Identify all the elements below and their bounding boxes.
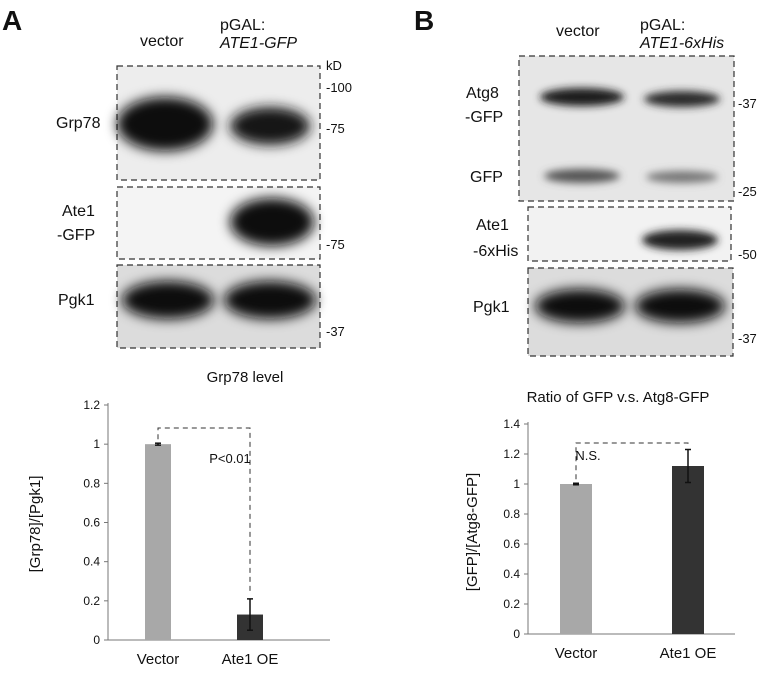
blot-a-grp78-marker-1: -100	[326, 80, 352, 95]
blot-a-grp78: Grp78 -100 -75	[56, 65, 352, 181]
blot-b-ate1-marker-1: -50	[738, 247, 757, 262]
blot-b-pgk1-band-ate1	[635, 289, 725, 323]
blot-a-grp78-label: Grp78	[56, 115, 101, 132]
chart-grp78-level: Grp78 level [Grp78]/[Pgk1] 0 0.2 0.4 0.6 0.8 1 1…	[27, 369, 330, 668]
chart-title: Grp78 level	[207, 369, 284, 386]
blot-a-pgk1-marker-1: -37	[326, 324, 345, 339]
blot-b-ate1-band-ate1	[642, 230, 718, 250]
blot-b-atg8-marker-2: -25	[738, 184, 757, 199]
panel-b-col-pgal: pGAL:	[640, 17, 685, 34]
blot-a-ate1-marker-1: -75	[326, 237, 345, 252]
y-tick-label: 0.8	[83, 476, 100, 490]
blot-a-ate1-label-2: -GFP	[57, 227, 95, 244]
y-tick-label: 1.4	[503, 417, 520, 431]
blot-b-ate1: Ate1 -6xHis -50	[473, 206, 757, 262]
y-tick-label: 0	[513, 627, 520, 641]
y-tick-label: 0	[93, 633, 100, 647]
panel-b: B vector pGAL: ATE1-6xHis Atg8 -GFP GFP …	[414, 5, 757, 357]
y-tick-label: 0.2	[83, 594, 100, 608]
panel-b-col-construct: ATE1-6xHis	[639, 35, 724, 52]
x-tick-label: Vector	[137, 651, 180, 668]
significance-label: P<0.01	[209, 451, 251, 466]
blot-a-ate1: Ate1 -GFP -75	[57, 186, 345, 260]
significance-label: N.S.	[575, 448, 600, 463]
y-tick-label: 1.2	[503, 447, 520, 461]
panel-a-letter: A	[2, 5, 22, 36]
bar-vector	[145, 444, 171, 640]
blot-b-atg8-marker-1: -37	[738, 96, 757, 111]
blot-b-pgk1-marker-1: -37	[738, 331, 757, 346]
panel-b-col-vector: vector	[556, 23, 600, 40]
blot-b-atg8-band-vector	[540, 88, 624, 106]
bar-vector	[560, 484, 592, 634]
panel-a-col-vector: vector	[140, 33, 184, 50]
blot-a-grp78-band-vector	[117, 97, 213, 151]
blot-a-grp78-band-ate1	[230, 107, 310, 145]
x-tick-label: Ate1 OE	[660, 645, 717, 662]
significance-bracket	[157, 427, 251, 595]
blot-b-atg8: Atg8 -GFP GFP -37 -25	[465, 55, 757, 202]
blot-a-ate1-label-1: Ate1	[62, 203, 95, 220]
chart-gfp-ratio: Ratio of GFP v.s. Atg8-GFP [GFP]/[Atg8-GF…	[464, 389, 735, 662]
blot-b-ate1-label-2: -6xHis	[473, 243, 518, 260]
blot-a-pgk1: Pgk1 -37	[58, 264, 345, 349]
significance-bracket	[575, 442, 689, 480]
y-tick-label: 1	[93, 437, 100, 451]
chart-title: Ratio of GFP v.s. Atg8-GFP	[527, 389, 710, 406]
panel-a-col-construct: ATE1-GFP	[219, 35, 297, 52]
y-tick-label: 0.4	[83, 555, 100, 569]
y-tick-label: 1.2	[83, 398, 100, 412]
blot-b-pgk1-label: Pgk1	[473, 299, 510, 316]
blot-a-ate1-band-ate1	[230, 198, 314, 246]
panel-a-kd-label: kD	[326, 58, 342, 73]
y-tick-label: 0.4	[503, 567, 520, 581]
blot-b-atg8-band-ate1	[644, 91, 720, 107]
blot-b-gfp-label: GFP	[470, 169, 503, 186]
blot-b-atg8-label-1: Atg8	[466, 85, 499, 102]
panel-a: A vector pGAL: ATE1-GFP kD Grp78 -100 -7…	[2, 5, 352, 349]
blot-b-gfp-band-vector	[544, 169, 620, 183]
panel-b-letter: B	[414, 5, 434, 36]
blot-a-grp78-marker-2: -75	[326, 121, 345, 136]
y-axis-label: [GFP]/[Atg8-GFP]	[464, 473, 481, 591]
y-tick-label: 0.2	[503, 597, 520, 611]
blot-a-pgk1-label: Pgk1	[58, 292, 95, 309]
blot-b-ate1-label-1: Ate1	[476, 217, 509, 234]
panel-a-col-pgal: pGAL:	[220, 17, 265, 34]
x-tick-label: Vector	[555, 645, 598, 662]
blot-b-pgk1: Pgk1 -37	[473, 267, 757, 357]
y-tick-label: 1	[513, 477, 520, 491]
blot-a-pgk1-band-vector	[122, 281, 214, 319]
x-tick-label: Ate1 OE	[222, 651, 279, 668]
blot-a-pgk1-band-ate1	[224, 281, 316, 319]
y-tick-label: 0.6	[503, 537, 520, 551]
blot-b-pgk1-band-vector	[535, 289, 625, 323]
blot-b-gfp-band-ate1	[646, 171, 718, 183]
bar-ate1-oe	[672, 466, 704, 634]
blot-b-atg8-label-2: -GFP	[465, 109, 503, 126]
y-tick-label: 0.8	[503, 507, 520, 521]
y-tick-label: 0.6	[83, 516, 100, 530]
y-axis-label: [Grp78]/[Pgk1]	[27, 476, 44, 573]
